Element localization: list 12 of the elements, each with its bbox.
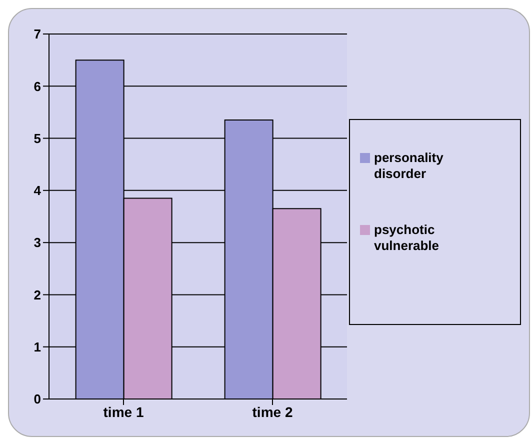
y-tick-label: 7: [34, 26, 41, 42]
y-tick-label: 2: [34, 287, 41, 302]
y-tick-label: 5: [34, 130, 41, 146]
y-tick-label: 4: [34, 183, 42, 198]
legend-label: personality disorder: [374, 150, 444, 182]
y-tick-label: 0: [34, 392, 41, 407]
x-tick-label: time 1: [103, 404, 144, 420]
x-tick-label: time 2: [252, 404, 293, 420]
legend-label: psychotic vulnerable: [374, 222, 440, 254]
y-tick-label: 6: [34, 78, 41, 94]
y-tick-label: 3: [34, 235, 41, 250]
y-tick-label: 1: [34, 339, 41, 354]
